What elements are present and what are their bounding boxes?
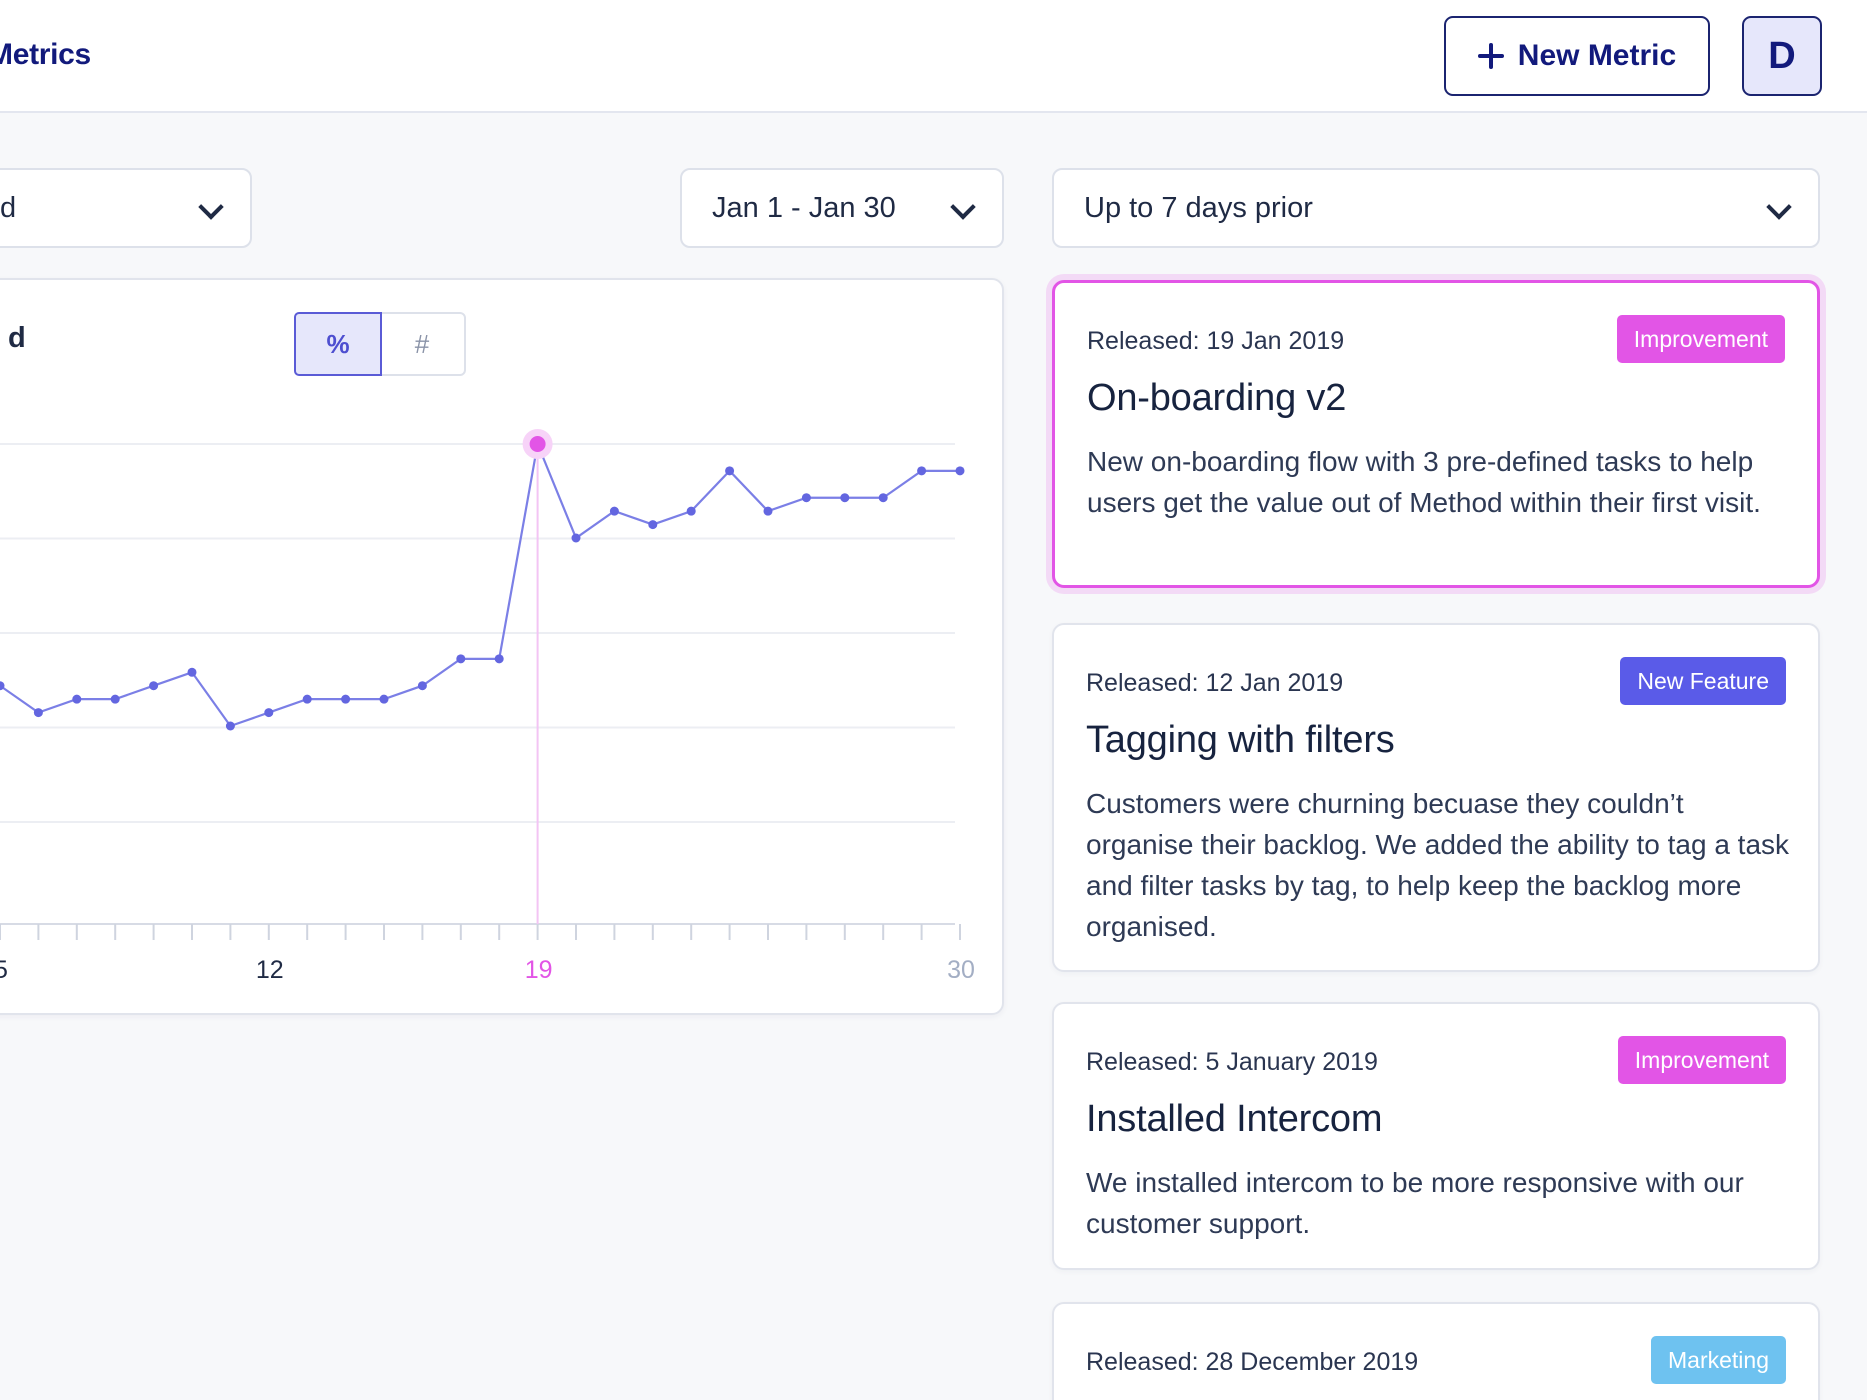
release-badge: Improvement (1616, 315, 1785, 363)
data-point (417, 681, 427, 691)
data-point (72, 694, 82, 704)
release-date: Released: 19 Jan 2019 (1087, 327, 1345, 355)
prior-range-select[interactable]: Up to 7 days prior (1052, 168, 1820, 248)
data-point (110, 694, 120, 704)
release-title: Tagging with filters (1086, 719, 1395, 761)
release-card[interactable]: Released: 28 December 2019 Marketing (1052, 1302, 1820, 1400)
toggle-count[interactable]: # (414, 328, 430, 359)
data-point (379, 694, 389, 704)
release-description: We installed intercom to be more respons… (1086, 1167, 1744, 1239)
date-range-value: Jan 1 - Jan 30 (712, 191, 896, 224)
x-tick-label: 30 (947, 956, 975, 984)
release-description: Customers were churning becuase they cou… (1086, 788, 1790, 942)
release-badge: New Feature (1620, 657, 1786, 705)
data-point (878, 493, 888, 503)
data-point (494, 654, 504, 664)
data-point (763, 506, 773, 516)
new-metric-label: New Metric (1517, 39, 1677, 72)
data-point (187, 667, 197, 677)
data-point (571, 533, 581, 543)
data-point (264, 708, 274, 718)
avatar[interactable]: D (1742, 16, 1822, 96)
line-chart: 5 12 19 30 (0, 429, 975, 984)
top-header: Metrics New Metric D (0, 0, 1867, 113)
chevron-down-icon (198, 194, 224, 220)
release-card[interactable]: Released: 19 Jan 2019 Improvement On-boa… (1052, 280, 1820, 588)
release-title: Installed Intercom (1086, 1098, 1383, 1140)
chevron-down-icon (1766, 194, 1792, 220)
release-badge: Improvement (1617, 1036, 1786, 1084)
toggle-percent[interactable]: % (294, 312, 382, 376)
x-tick-label: 5 (0, 956, 8, 984)
data-point (302, 694, 312, 704)
x-tick-label: 19 (525, 956, 553, 984)
data-point (341, 694, 351, 704)
release-date: Released: 5 January 2019 (1086, 1048, 1378, 1076)
data-point (456, 654, 466, 664)
metric-select[interactable]: d (0, 168, 252, 248)
release-date: Released: 28 December 2019 (1086, 1348, 1419, 1376)
x-tick-label: 12 (256, 956, 284, 984)
data-point (801, 493, 811, 503)
data-point (225, 721, 235, 731)
chevron-down-icon (950, 194, 976, 220)
data-point (0, 681, 5, 691)
plus-icon (1477, 43, 1504, 69)
date-range-select[interactable]: Jan 1 - Jan 30 (680, 168, 1004, 248)
data-point (648, 520, 658, 530)
metric-select-value: d (0, 191, 17, 224)
prior-range-value: Up to 7 days prior (1084, 191, 1313, 224)
release-card[interactable]: Released: 5 January 2019 Improvement Ins… (1052, 1002, 1820, 1270)
release-date: Released: 12 Jan 2019 (1086, 669, 1344, 697)
chart-heading: d (8, 322, 26, 354)
page-title: Metrics (0, 38, 91, 71)
series-line (0, 440, 960, 728)
data-point (149, 681, 159, 691)
release-title: On-boarding v2 (1087, 377, 1347, 419)
unit-toggle: % # (294, 312, 466, 376)
data-point (955, 466, 965, 476)
data-point (609, 506, 619, 516)
release-badge: Marketing (1651, 1336, 1786, 1384)
release-description: New on-boarding flow with 3 pre-defined … (1087, 446, 1761, 518)
data-point (33, 708, 43, 718)
data-point (725, 466, 735, 476)
data-point (686, 506, 696, 516)
release-card[interactable]: Released: 12 Jan 2019 New Feature Taggin… (1052, 623, 1820, 972)
new-metric-button[interactable]: New Metric (1444, 16, 1710, 96)
highlight-point (529, 436, 546, 452)
data-point (840, 493, 850, 503)
data-point (917, 466, 927, 476)
